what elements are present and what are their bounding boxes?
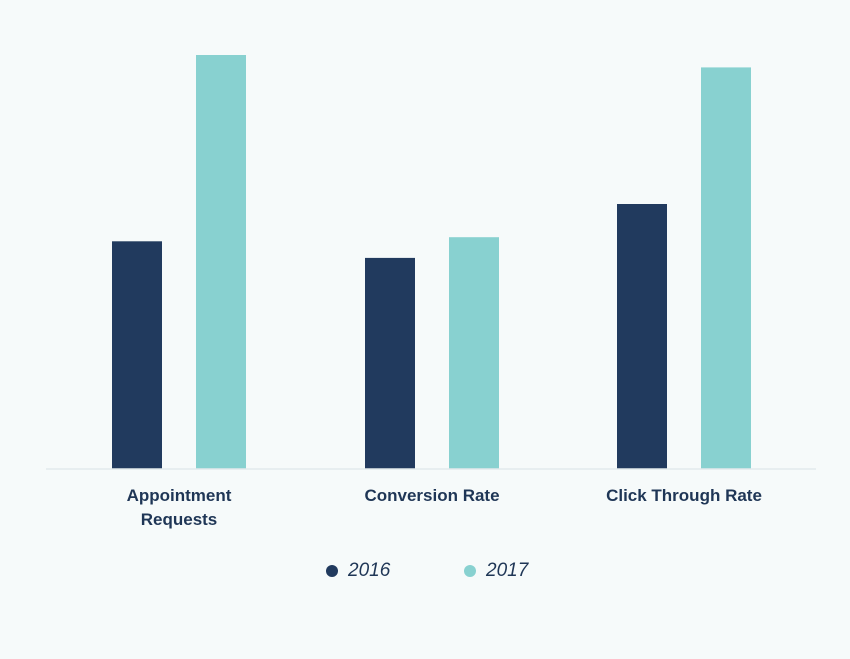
legend: 2016 2017 xyxy=(0,560,850,586)
legend-swatch-2017 xyxy=(464,565,476,577)
legend-label: 2017 xyxy=(486,560,529,581)
bar-2017-2 xyxy=(701,67,751,470)
category-label: Appointment Requests xyxy=(126,486,232,529)
bar-2016-1 xyxy=(365,257,415,469)
category-label: Conversion Rate xyxy=(364,486,500,505)
bars-group xyxy=(112,55,751,470)
category-label: Click Through Rate xyxy=(606,486,762,505)
legend-item-2017: 2017 xyxy=(464,560,528,582)
bar-2016-0 xyxy=(112,241,162,469)
legend-item-2016: 2016 xyxy=(326,560,390,582)
legend-label: 2016 xyxy=(348,560,391,581)
bar-2017-1 xyxy=(449,237,499,469)
bar-2016-2 xyxy=(617,204,667,469)
legend-swatch-2016 xyxy=(326,565,338,577)
bar-2017-0 xyxy=(196,55,246,469)
